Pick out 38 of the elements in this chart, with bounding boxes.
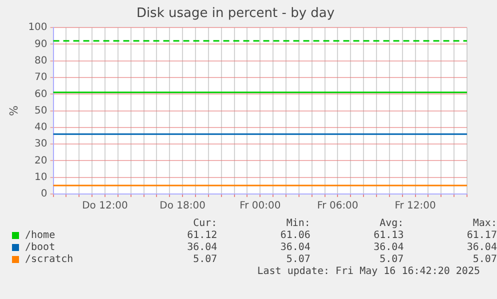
- x-tick-label: Fr 00:00: [240, 200, 281, 212]
- text: 5.07: [472, 254, 497, 264]
- text: Last update: Fri May 16 16:42:20 2025: [256, 266, 480, 277]
- text: 36.04: [279, 242, 310, 252]
- text: Min:: [285, 218, 310, 229]
- text: 36.04: [372, 242, 404, 252]
- y-tick-label: 40: [34, 122, 48, 134]
- y-tick-label: 20: [34, 155, 48, 166]
- text: 5.07: [378, 254, 404, 264]
- x-tick-label: Fr 06:00: [317, 200, 358, 212]
- text: 36.04: [466, 242, 497, 252]
- chart-title: Disk usage in percent - by day: [136, 6, 335, 22]
- legend-label: /scratch: [25, 254, 74, 264]
- y-tick-label: 80: [34, 55, 48, 66]
- y-tick-label: 70: [34, 72, 48, 84]
- text: 61.13: [372, 230, 404, 240]
- y-tick-label: 30: [34, 138, 48, 150]
- text: Max:: [472, 218, 497, 229]
- text: 36.04: [186, 242, 218, 252]
- x-tick-label: Do 12:00: [82, 200, 128, 212]
- y-tick-label: 50: [34, 105, 48, 116]
- legend-label: /home: [25, 230, 56, 240]
- text: 61.17: [466, 230, 497, 240]
- y-axis-title: %: [7, 106, 20, 116]
- text: Avg:: [378, 218, 404, 229]
- y-tick-label: 60: [34, 88, 48, 100]
- y-tick-label: 0: [40, 188, 48, 200]
- x-tick-label: Do 18:00: [160, 200, 206, 212]
- x-tick-label: Fr 12:00: [394, 200, 436, 212]
- y-tick-label: 90: [34, 38, 48, 50]
- text: 61.12: [186, 230, 218, 240]
- text: Cur:: [192, 218, 218, 229]
- legend-label: /boot: [25, 242, 56, 252]
- text: 5.07: [285, 254, 310, 264]
- text: 5.07: [192, 254, 218, 264]
- y-tick-label: 10: [34, 172, 48, 183]
- y-tick-label: 100: [28, 22, 48, 34]
- text: 61.06: [279, 230, 310, 240]
